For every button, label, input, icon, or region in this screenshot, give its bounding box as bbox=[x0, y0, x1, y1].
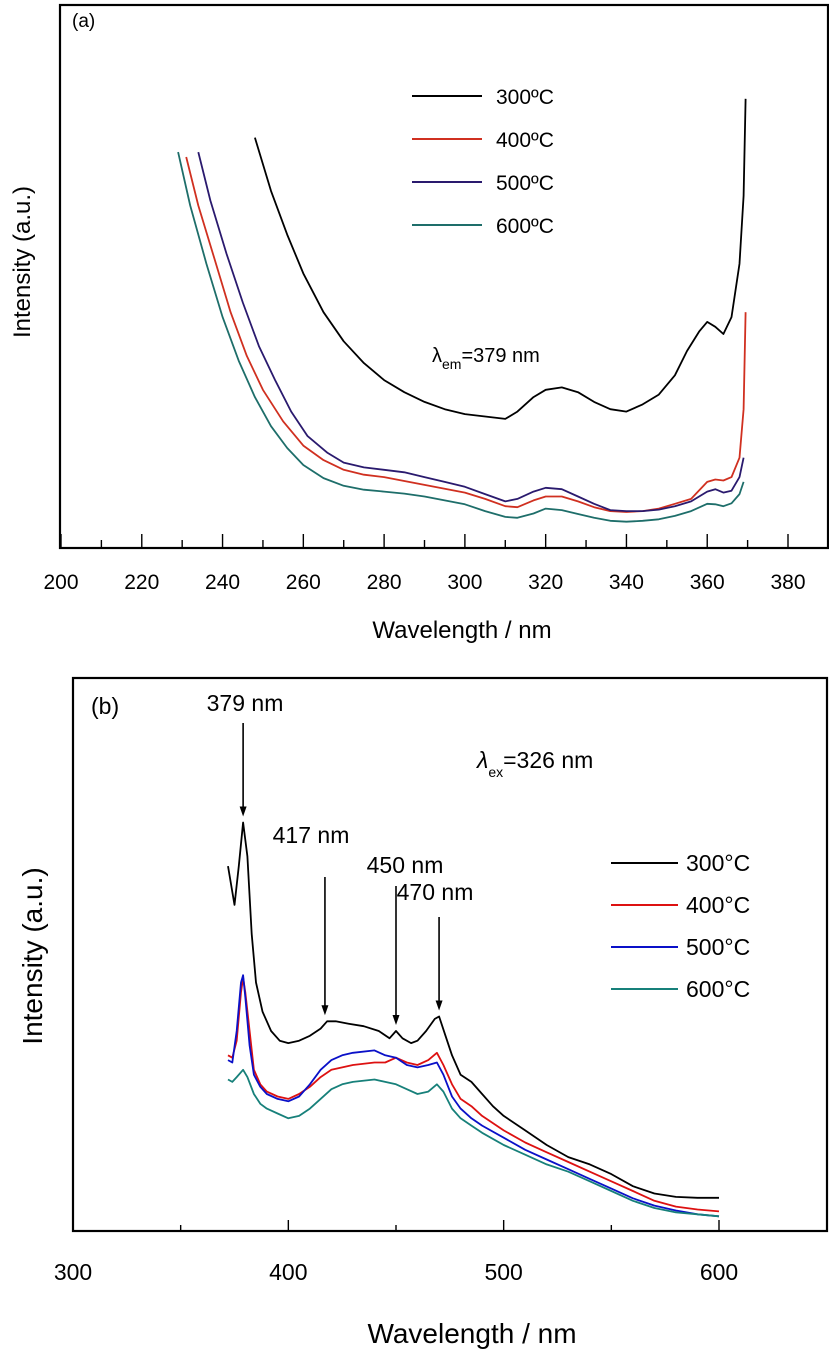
x-tick-label-a-260: 260 bbox=[286, 571, 321, 594]
plot-frame-a bbox=[58, 3, 829, 550]
x-tick-label-b-600: 600 bbox=[700, 1259, 738, 1285]
y-axis-label-b: Intensity (a.u.) bbox=[17, 867, 48, 1044]
x-axis-label-a: Wavelength / nm bbox=[372, 617, 551, 644]
annotation-value-a: =379 nm bbox=[461, 345, 539, 367]
series-line-b-300C bbox=[227, 821, 719, 1199]
peak-label-470: 470 nm bbox=[397, 879, 474, 905]
x-tick-label-b-300: 300 bbox=[54, 1259, 92, 1285]
panel-a: (a) 200 220 240 260 280 300 320 340 360 380 300ºC… bbox=[9, 3, 829, 644]
x-tick-label-a-200: 200 bbox=[43, 571, 78, 594]
legend-label-a-300C: 300ºC bbox=[496, 86, 554, 109]
legend-label-a-600C: 600ºC bbox=[496, 215, 554, 238]
peak-arrow-head-450 bbox=[392, 1015, 400, 1025]
excitation-annotation-a: λem=379 nm bbox=[432, 345, 540, 372]
panel-label-b: (b) bbox=[91, 693, 119, 719]
x-tick-label-a-340: 340 bbox=[609, 571, 644, 594]
x-tick-label-a-380: 380 bbox=[770, 571, 805, 594]
legend-label-b-500C: 500°C bbox=[686, 934, 750, 960]
lambda-symbol-a: λ bbox=[432, 345, 442, 367]
legend-label-b-600C: 600°C bbox=[686, 976, 750, 1002]
legend-label-a-500C: 500ºC bbox=[496, 172, 554, 195]
series-line-b-500C bbox=[227, 974, 720, 1218]
x-ticks-a: 200 220 240 260 280 300 320 340 360 380 bbox=[43, 534, 806, 594]
legend-b: 300°C 400°C 500°C 600°C bbox=[611, 850, 750, 1002]
excitation-annotation-b: λex=326 nm bbox=[475, 747, 593, 780]
x-ticks-b: 300 400 500 600 bbox=[54, 1220, 738, 1285]
peak-arrow-head-417 bbox=[321, 1005, 329, 1016]
plot-frame-b bbox=[71, 676, 829, 1233]
series-line-a-400C bbox=[185, 156, 747, 513]
peak-label-450: 450 nm bbox=[367, 852, 444, 878]
peak-arrow-head-379 bbox=[239, 806, 247, 817]
peak-label-379: 379 nm bbox=[207, 690, 284, 716]
peak-label-417: 417 nm bbox=[273, 822, 350, 848]
x-tick-label-a-240: 240 bbox=[205, 571, 240, 594]
x-axis-label-b: Wavelength / nm bbox=[367, 1318, 576, 1349]
series-group-b bbox=[227, 821, 720, 1218]
x-tick-label-a-320: 320 bbox=[528, 571, 563, 594]
legend-label-b-300C: 300°C bbox=[686, 850, 750, 876]
x-tick-label-a-360: 360 bbox=[690, 571, 725, 594]
x-tick-label-b-400: 400 bbox=[269, 1259, 307, 1285]
x-tick-label-a-220: 220 bbox=[124, 571, 159, 594]
series-line-b-600C bbox=[227, 1068, 720, 1218]
legend-a: 300ºC 400ºC 500ºC 600ºC bbox=[412, 86, 554, 238]
legend-label-b-400C: 400°C bbox=[686, 892, 750, 918]
series-line-a-600C bbox=[177, 151, 745, 523]
legend-label-a-400C: 400ºC bbox=[496, 129, 554, 152]
lambda-symbol-b: λ bbox=[475, 747, 488, 773]
panel-label-a: (a) bbox=[72, 11, 95, 32]
series-line-a-300C bbox=[254, 98, 747, 420]
lambda-subscript-a: em bbox=[442, 356, 461, 372]
series-line-a-500C bbox=[197, 151, 745, 513]
x-tick-label-b-500: 500 bbox=[484, 1259, 522, 1285]
peak-arrow-head-470 bbox=[435, 1000, 443, 1011]
y-axis-label-a: Intensity (a.u.) bbox=[9, 186, 36, 338]
x-tick-label-a-280: 280 bbox=[367, 571, 402, 594]
series-group-a bbox=[177, 98, 747, 523]
panel-b: (b) 300 400 500 600 300°C 400°C 500°C 600°C 37… bbox=[17, 676, 829, 1349]
lambda-subscript-b: ex bbox=[488, 764, 503, 780]
annotation-value-b: =326 nm bbox=[503, 747, 593, 773]
x-tick-label-a-300: 300 bbox=[447, 571, 482, 594]
